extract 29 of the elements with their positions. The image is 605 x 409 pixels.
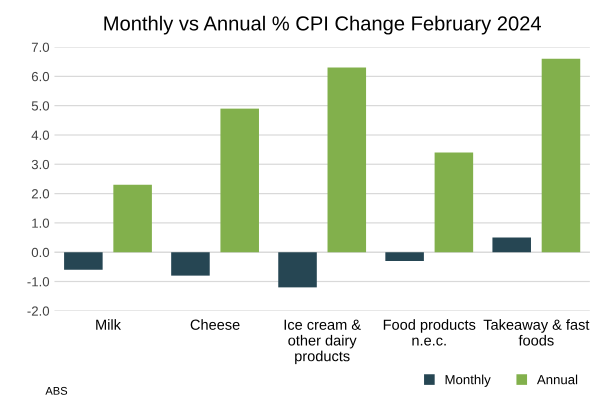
y-tick-label: -2.0 bbox=[27, 306, 50, 316]
chart-title: Monthly vs Annual % CPI Change February 2024 bbox=[104, 16, 541, 35]
bar bbox=[278, 252, 317, 288]
bar bbox=[328, 68, 366, 252]
bar bbox=[492, 238, 531, 252]
y-tick-label: 0.0 bbox=[32, 248, 50, 258]
bar bbox=[64, 252, 103, 270]
y-tick-label: -1.0 bbox=[27, 277, 50, 286]
x-tick-label: Milk bbox=[96, 319, 121, 330]
x-tick-label: Takeaway & fast foods bbox=[484, 319, 590, 346]
y-tick-label: 2.0 bbox=[32, 189, 50, 199]
x-tick-label: Ice cream & other dairy products bbox=[284, 320, 361, 364]
bar bbox=[113, 184, 152, 252]
y-tick-label: 6.0 bbox=[32, 72, 50, 82]
text: ABS bbox=[45, 386, 68, 395]
bar bbox=[220, 108, 259, 252]
y-tick-label: 5.0 bbox=[32, 101, 50, 111]
bar bbox=[385, 252, 424, 262]
x-tick-label: Food products n.e.c. bbox=[384, 319, 476, 346]
bar bbox=[171, 252, 210, 276]
y-tick-label: 3.0 bbox=[32, 160, 50, 170]
y-tick-label: 1.0 bbox=[32, 218, 50, 228]
y-tick-label: 4.0 bbox=[32, 130, 50, 140]
bar bbox=[434, 152, 474, 252]
legend-label: Annual bbox=[536, 374, 578, 384]
legend-label: Monthly bbox=[446, 374, 491, 387]
y-tick-label: 7.0 bbox=[32, 42, 50, 52]
x-tick-label: Cheese bbox=[190, 319, 240, 330]
bar bbox=[542, 58, 580, 252]
